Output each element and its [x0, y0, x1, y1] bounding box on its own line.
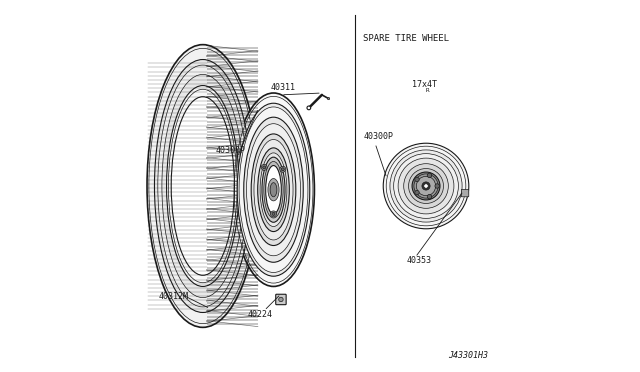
Ellipse shape	[261, 164, 267, 170]
Ellipse shape	[394, 154, 458, 218]
Ellipse shape	[404, 164, 449, 208]
Ellipse shape	[260, 153, 287, 227]
Ellipse shape	[147, 45, 259, 327]
Text: 40224: 40224	[248, 310, 273, 319]
Ellipse shape	[168, 89, 237, 283]
Ellipse shape	[262, 166, 266, 169]
Ellipse shape	[280, 166, 286, 172]
Ellipse shape	[237, 103, 310, 276]
Ellipse shape	[268, 179, 279, 201]
Ellipse shape	[271, 211, 276, 217]
Ellipse shape	[307, 106, 310, 110]
Ellipse shape	[262, 157, 285, 222]
Ellipse shape	[417, 176, 436, 196]
Ellipse shape	[278, 297, 283, 302]
Ellipse shape	[415, 190, 419, 195]
Ellipse shape	[264, 161, 283, 218]
Ellipse shape	[254, 140, 293, 240]
Ellipse shape	[424, 184, 428, 188]
Ellipse shape	[282, 168, 284, 171]
Ellipse shape	[414, 174, 438, 198]
Ellipse shape	[412, 172, 440, 200]
Ellipse shape	[383, 143, 469, 229]
Text: SPARE TIRE WHEEL: SPARE TIRE WHEEL	[363, 34, 449, 43]
Text: J43301H3: J43301H3	[449, 351, 488, 360]
Ellipse shape	[244, 117, 303, 262]
Ellipse shape	[154, 60, 251, 312]
Ellipse shape	[428, 173, 432, 177]
Ellipse shape	[413, 173, 439, 199]
Ellipse shape	[328, 97, 330, 100]
Text: 40300P: 40300P	[364, 132, 394, 141]
Ellipse shape	[266, 166, 282, 214]
Ellipse shape	[258, 148, 289, 231]
Ellipse shape	[232, 93, 314, 286]
Text: 40311: 40311	[271, 83, 296, 92]
Text: 40300P: 40300P	[215, 146, 245, 155]
Ellipse shape	[415, 177, 419, 182]
Ellipse shape	[422, 182, 430, 190]
Text: 40353: 40353	[406, 256, 431, 265]
Ellipse shape	[251, 134, 296, 246]
Ellipse shape	[270, 183, 277, 197]
Ellipse shape	[246, 124, 300, 256]
Text: 40312M: 40312M	[159, 292, 189, 301]
FancyBboxPatch shape	[461, 189, 468, 197]
FancyBboxPatch shape	[276, 294, 286, 305]
Ellipse shape	[408, 169, 444, 203]
Ellipse shape	[158, 65, 248, 307]
Ellipse shape	[435, 184, 440, 188]
Ellipse shape	[166, 86, 239, 286]
Text: R: R	[425, 88, 429, 93]
Ellipse shape	[272, 212, 275, 215]
Ellipse shape	[172, 97, 234, 275]
Ellipse shape	[390, 150, 462, 222]
Ellipse shape	[398, 158, 454, 214]
Ellipse shape	[162, 74, 244, 298]
Ellipse shape	[239, 107, 308, 272]
Ellipse shape	[428, 195, 432, 199]
Text: 17x4T: 17x4T	[412, 80, 437, 89]
